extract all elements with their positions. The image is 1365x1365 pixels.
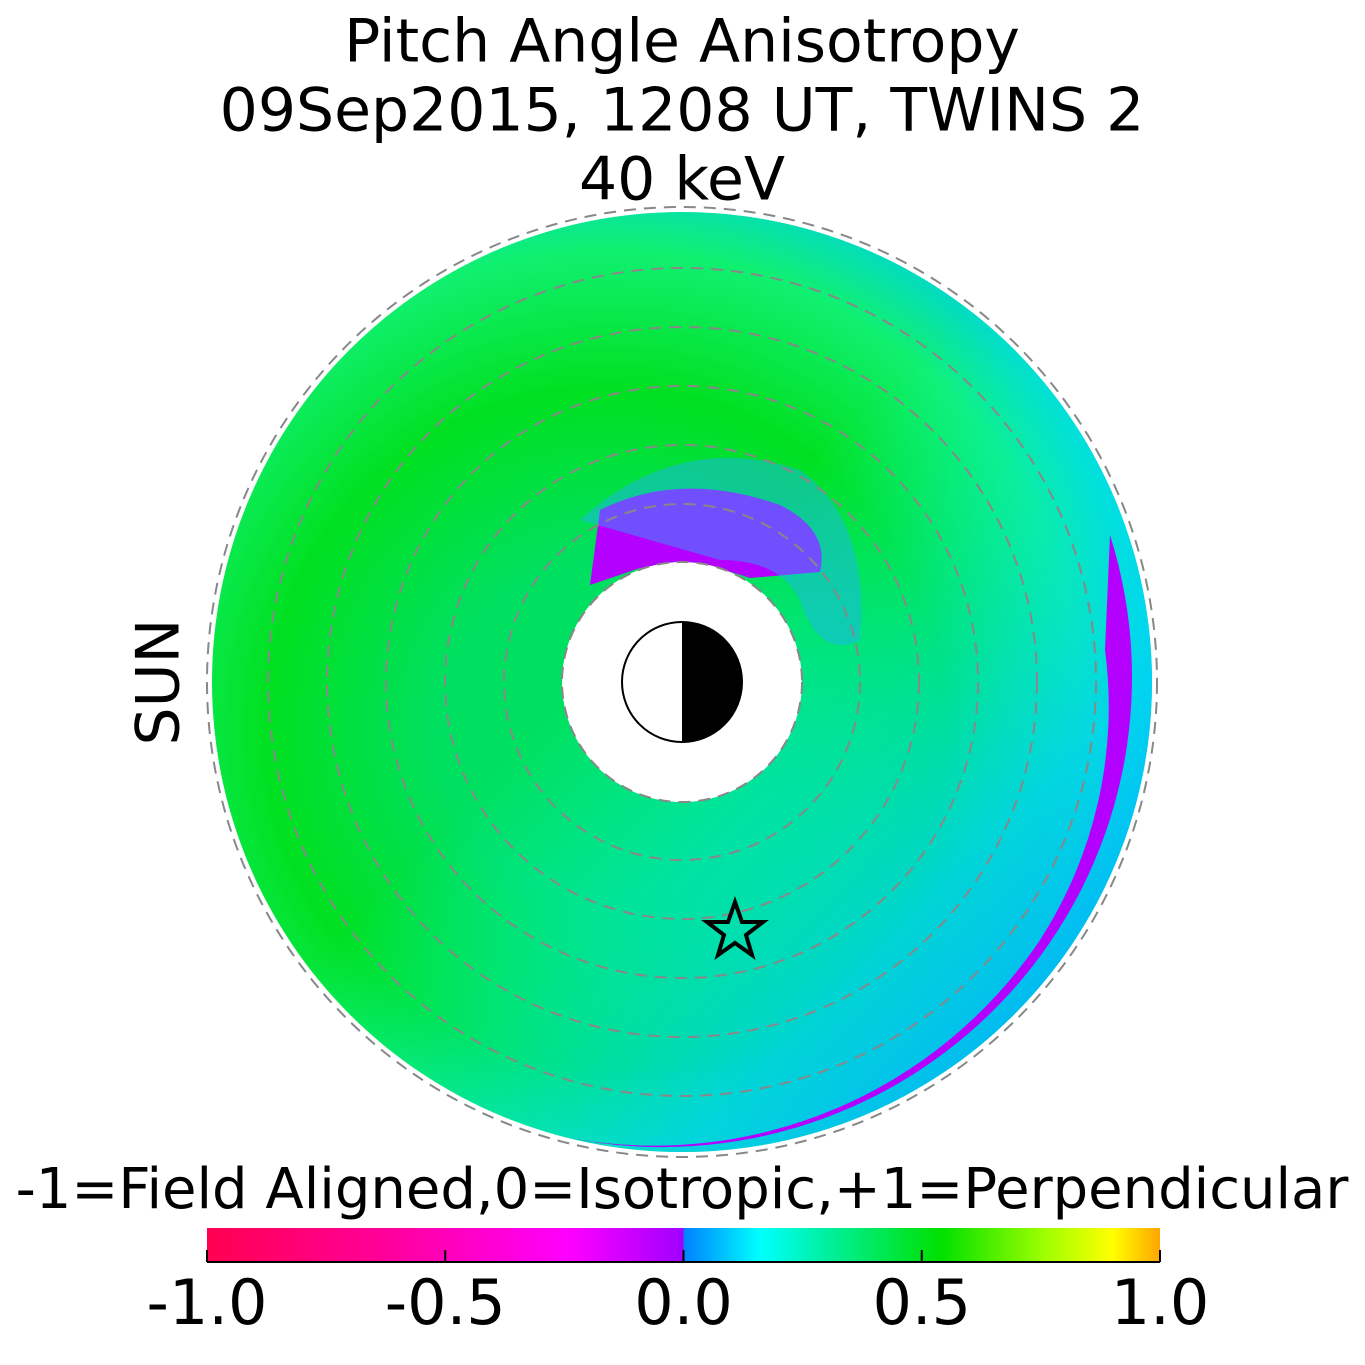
tick-label: 0.5 — [872, 1266, 971, 1339]
chart-title: 09Sep2015, 1208 UT, TWINS 2 — [220, 76, 1145, 146]
polar-map — [206, 206, 1158, 1158]
tick-label: -1.0 — [147, 1266, 268, 1339]
chart-title: Pitch Angle Anisotropy — [344, 7, 1020, 77]
tick-label: 0.0 — [634, 1266, 733, 1339]
tick-label: -0.5 — [385, 1266, 506, 1339]
side-label: SUN — [124, 619, 194, 746]
star — [701, 895, 769, 960]
colorbar-label: -1=Field Aligned,0=Isotropic,+1=Perpendi… — [16, 1157, 1350, 1222]
tick-label: 1.0 — [1111, 1266, 1210, 1339]
chart-title: 40 keV — [579, 145, 785, 215]
